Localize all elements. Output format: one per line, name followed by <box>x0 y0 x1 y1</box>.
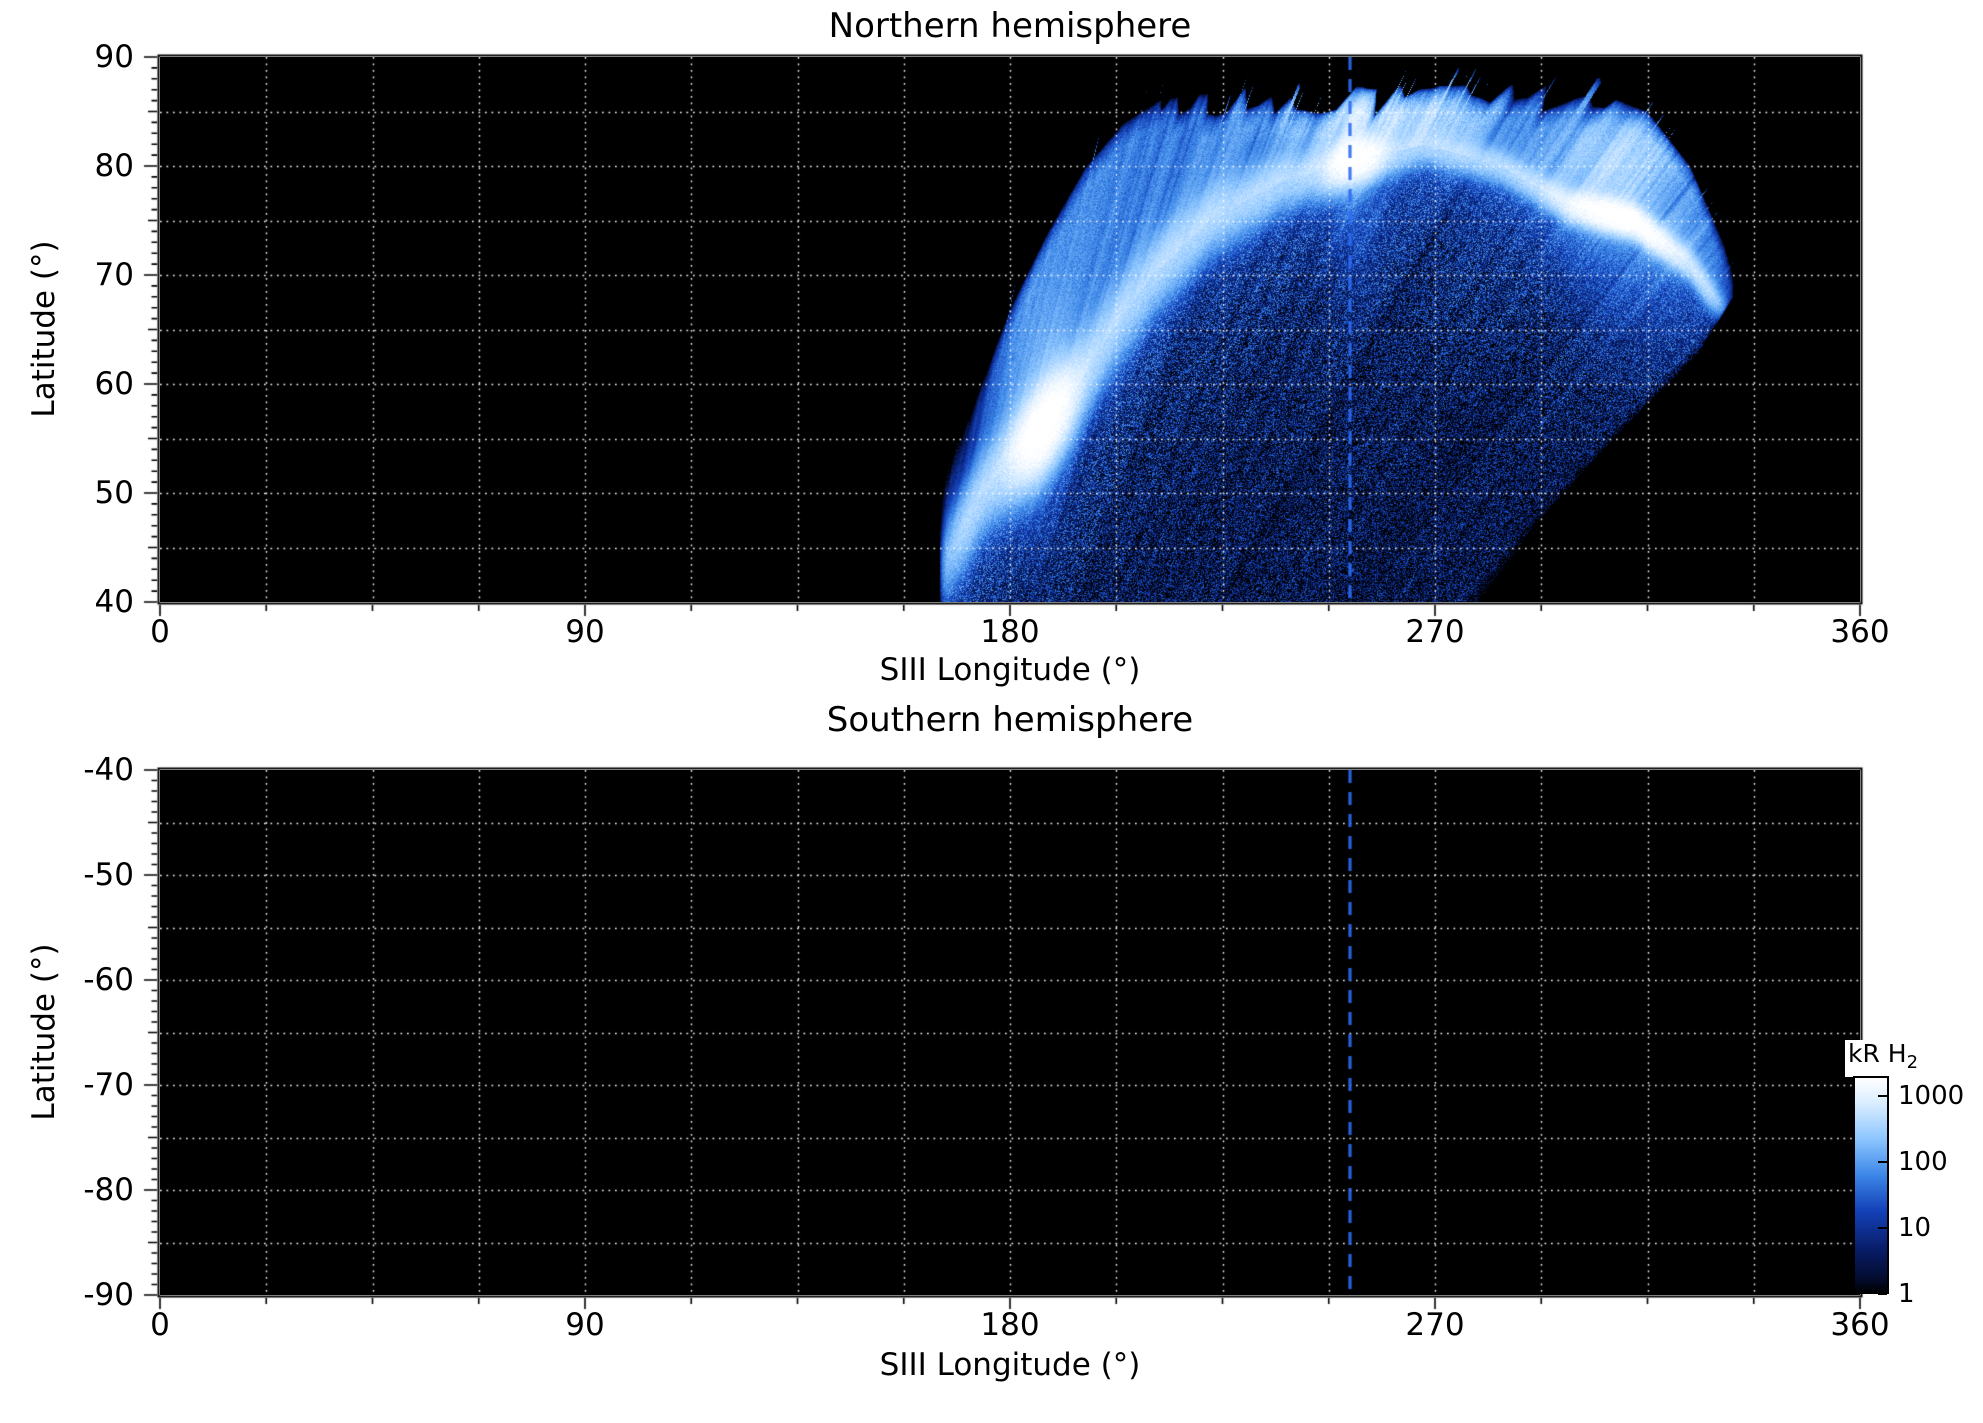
south-y-tick-label: -80 <box>83 1172 134 1208</box>
south-y-tick-label: -70 <box>83 1067 134 1103</box>
northern-x-axis-label: SIII Longitude (°) <box>879 652 1141 688</box>
south-y-tick-label: -50 <box>83 857 134 893</box>
north-y-tick-label: 40 <box>94 584 134 620</box>
south-x-tick-label: 360 <box>1830 1307 1890 1343</box>
north-x-tick-label: 0 <box>150 614 170 650</box>
northern-y-axis-label: Latitude (°) <box>26 240 62 418</box>
colorbar-tick-label: 1000 <box>1898 1081 1965 1111</box>
north-y-tick-label: 60 <box>94 366 134 402</box>
colorbar-tick-mark <box>1878 1161 1887 1163</box>
colorbar-unit-subscript: 2 <box>1906 1052 1919 1073</box>
colorbar-tick-label: 10 <box>1898 1213 1932 1243</box>
colorbar-tick-label: 1 <box>1898 1279 1915 1309</box>
colorbar-unit-text: kR H <box>1848 1039 1907 1068</box>
northern-panel-title: Northern hemisphere <box>828 6 1192 46</box>
south-x-tick-label: 270 <box>1405 1307 1465 1343</box>
south-y-tick-label: -90 <box>83 1277 134 1313</box>
south-x-tick-label: 0 <box>150 1307 170 1343</box>
north-y-tick-label: 50 <box>94 475 134 511</box>
north-y-tick-label: 80 <box>94 148 134 184</box>
south-y-tick-label: -60 <box>83 962 134 998</box>
colorbar-tick-mark <box>1878 1293 1887 1295</box>
colorbar-tick-label: 100 <box>1898 1147 1948 1177</box>
colorbar-tick-mark <box>1878 1227 1887 1229</box>
southern-y-axis-label: Latitude (°) <box>26 943 62 1121</box>
southern-x-axis-label: SIII Longitude (°) <box>879 1347 1141 1383</box>
north-y-tick-label: 70 <box>94 257 134 293</box>
colorbar-gradient-bar <box>1853 1076 1889 1294</box>
northern-hemisphere-heatmap <box>160 57 1860 602</box>
north-x-tick-label: 270 <box>1405 614 1465 650</box>
colorbar-tick-mark <box>1878 1095 1887 1097</box>
south-y-tick-label: -40 <box>83 752 134 788</box>
south-x-tick-label: 90 <box>565 1307 605 1343</box>
southern-hemisphere-heatmap <box>160 770 1860 1295</box>
colorbar-unit-label: kR H2 <box>1845 1039 1922 1077</box>
south-x-tick-label: 180 <box>980 1307 1040 1343</box>
southern-panel-title: Southern hemisphere <box>826 700 1194 740</box>
north-x-tick-label: 180 <box>980 614 1040 650</box>
north-x-tick-label: 90 <box>565 614 605 650</box>
north-x-tick-label: 360 <box>1830 614 1890 650</box>
north-y-tick-label: 90 <box>94 39 134 75</box>
